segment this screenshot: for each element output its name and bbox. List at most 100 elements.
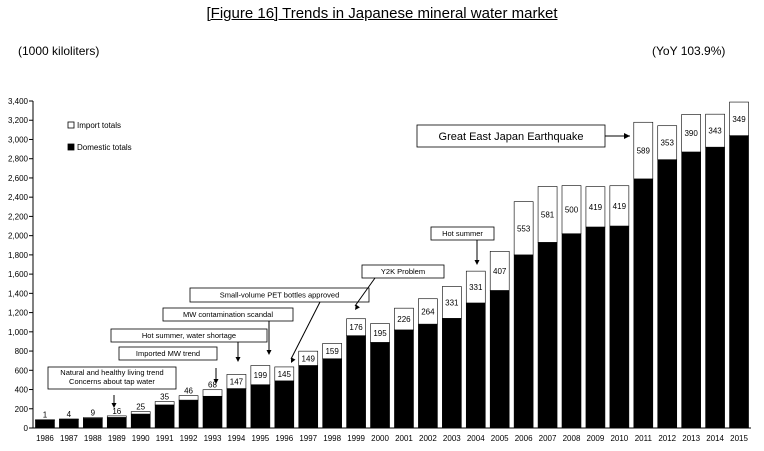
bar-domestic-1989 bbox=[106, 417, 127, 429]
bar-import-2011 bbox=[633, 121, 654, 180]
y-tick-label: 600 bbox=[15, 366, 29, 375]
data-label-2011: 589 bbox=[637, 147, 651, 156]
x-tick-label: 2002 bbox=[419, 434, 437, 443]
y-axis: 0 200 400 600 800 1,000 1,200 1,400 1,600 1,800 2,… bbox=[8, 97, 34, 433]
bar-domestic-2015 bbox=[729, 135, 749, 429]
x-tick-label: 2014 bbox=[706, 434, 724, 443]
annotation-box bbox=[47, 366, 177, 390]
annotation-arrow bbox=[354, 277, 376, 307]
bar-import-1994 bbox=[226, 374, 247, 389]
data-label-1999: 176 bbox=[349, 323, 363, 332]
x-tick-label: 2001 bbox=[395, 434, 413, 443]
bar-import-2009 bbox=[585, 186, 606, 228]
data-label-2006: 553 bbox=[517, 224, 531, 233]
x-tick-label: 1994 bbox=[228, 434, 246, 443]
y-tick-label: 2,400 bbox=[8, 193, 29, 202]
annotation-2004: Hot summer bbox=[430, 226, 495, 265]
y-tick-label: 2,800 bbox=[8, 155, 29, 164]
bar-domestic-2002 bbox=[418, 323, 438, 429]
y-tick-label: 3,200 bbox=[8, 116, 29, 125]
annotation-arrowhead bbox=[355, 304, 360, 310]
annotation-arrowhead bbox=[213, 379, 219, 384]
annotation-box bbox=[162, 307, 294, 322]
y-tick-label: 2,000 bbox=[8, 232, 29, 241]
bar-domestic-1993 bbox=[202, 395, 223, 429]
annotation-arrowhead bbox=[235, 357, 241, 362]
data-label-2004: 331 bbox=[469, 283, 483, 292]
bar-import-1995 bbox=[250, 365, 271, 386]
data-label-1995: 199 bbox=[254, 371, 268, 380]
y-tick-label: 400 bbox=[15, 386, 29, 395]
x-tick-label: 2005 bbox=[491, 434, 509, 443]
bar-domestic-2008 bbox=[561, 233, 582, 429]
bar-import-1987 bbox=[59, 418, 79, 420]
annotation-1993: Imported MW trend bbox=[118, 346, 219, 384]
x-tick-label: 1992 bbox=[180, 434, 198, 443]
x-tick-label: 2012 bbox=[658, 434, 676, 443]
bar-import-2015 bbox=[729, 101, 749, 136]
legend-label-0: Import totals bbox=[77, 121, 121, 130]
x-tick-label: 2015 bbox=[730, 434, 748, 443]
x-tick-label: 2013 bbox=[682, 434, 700, 443]
x-tick-label: 1998 bbox=[323, 434, 341, 443]
y-tick-label: 1,400 bbox=[8, 289, 29, 298]
data-label-2008: 500 bbox=[565, 206, 579, 215]
annotation-1996: Small-volume PET bottles approved bbox=[189, 287, 370, 363]
bar-domestic-1990 bbox=[130, 413, 151, 429]
bar-import-2010 bbox=[609, 185, 630, 227]
annotations: Natural and healthy living trendConcerns… bbox=[47, 124, 630, 408]
legend-swatch-0 bbox=[67, 121, 75, 129]
yoy-label: (YoY 103.9%) bbox=[652, 44, 726, 58]
bar-domestic-2000 bbox=[370, 342, 390, 429]
bar-import-1986 bbox=[35, 419, 55, 421]
bar-domestic-2013 bbox=[681, 151, 701, 429]
data-label-1998: 159 bbox=[325, 347, 339, 356]
x-tick-label: 2006 bbox=[515, 434, 533, 443]
x-tick-label: 2003 bbox=[443, 434, 461, 443]
data-label-1989: 16 bbox=[112, 407, 121, 416]
annotation-box bbox=[110, 328, 268, 343]
x-tick-label: 1993 bbox=[204, 434, 222, 443]
x-tick-label: 2011 bbox=[635, 434, 653, 443]
annotation-box bbox=[361, 264, 445, 279]
bar-import-2004 bbox=[465, 270, 486, 304]
bar-import-2001 bbox=[394, 307, 414, 331]
data-label-2007: 581 bbox=[541, 210, 555, 219]
bar-domestic-2004 bbox=[465, 302, 486, 429]
bar-import-2012 bbox=[657, 125, 678, 160]
annotation-1994: Hot summer, water shortage bbox=[110, 328, 268, 362]
data-label-1996: 145 bbox=[278, 370, 292, 379]
x-tick-label: 2009 bbox=[587, 434, 605, 443]
annotation-arrowhead bbox=[266, 350, 272, 355]
data-label-1997: 149 bbox=[302, 354, 316, 363]
bar-domestic-1994 bbox=[226, 388, 247, 429]
annotation-arrowhead bbox=[291, 357, 296, 363]
bars bbox=[35, 101, 749, 429]
x-axis: 1986 1987 1988 1989 1990 1991 1992 1993 1994 1995… bbox=[33, 427, 751, 443]
data-label-1994: 147 bbox=[230, 377, 244, 386]
data-label-2015: 349 bbox=[732, 115, 746, 124]
bar-domestic-2001 bbox=[394, 329, 414, 429]
annotation-text: Y2K Problem bbox=[381, 267, 425, 276]
annotation-arrowhead bbox=[474, 260, 480, 265]
bar-domestic-1986 bbox=[35, 419, 55, 429]
bar-domestic-2003 bbox=[442, 318, 462, 429]
x-tick-label: 1995 bbox=[251, 434, 269, 443]
x-tick-label: 1988 bbox=[84, 434, 102, 443]
bar-import-1989 bbox=[106, 415, 127, 418]
bar-import-1988 bbox=[83, 417, 103, 419]
data-label-1987: 4 bbox=[67, 410, 72, 419]
bar-domestic-1992 bbox=[178, 399, 199, 429]
y-tick-label: 0 bbox=[24, 424, 29, 433]
annotation-text: Hot summer bbox=[442, 229, 483, 238]
annotation-text: Natural and healthy living trend bbox=[60, 368, 163, 377]
x-tick-label: 1991 bbox=[156, 434, 174, 443]
y-tick-label: 3,400 bbox=[8, 97, 29, 106]
bar-import-2014 bbox=[705, 113, 725, 148]
bar-import-1993 bbox=[202, 389, 223, 397]
data-label-1988: 9 bbox=[91, 409, 96, 418]
y-tick-label: 1,200 bbox=[8, 309, 29, 318]
bar-domestic-2012 bbox=[657, 159, 678, 429]
